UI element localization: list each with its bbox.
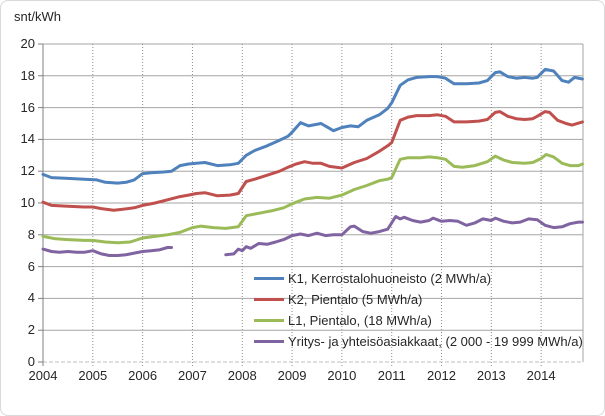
y-tick-label: 2 [27, 322, 35, 338]
y-tick-label: 6 [27, 258, 35, 274]
y-tick-label: 10 [20, 195, 35, 210]
legend-item-k2: K2, Pientalo (5 MWh/a) [254, 289, 583, 310]
series-line-k1 [41, 67, 584, 185]
x-tick-label: 2010 [327, 368, 357, 383]
series-line-l1 [41, 153, 584, 245]
legend-item-yritys: Yritys- ja yhteisöasiakkaat, (2 000 - 19… [254, 331, 583, 352]
series-line-yritys [224, 215, 584, 257]
x-tick-label: 2013 [476, 368, 506, 383]
y-tick-label: 8 [27, 226, 35, 242]
y-tick-label: 20 [20, 36, 35, 51]
x-tick-label: 2004 [28, 368, 58, 383]
x-tick-label: 2005 [78, 368, 108, 383]
series-line-k2 [41, 110, 584, 212]
y-tick-label: 0 [27, 354, 35, 369]
x-tick-label: 2009 [277, 368, 307, 383]
y-tick-label: 14 [20, 131, 35, 147]
x-tick-label: 2008 [227, 368, 257, 383]
legend-item-k1: K1, Kerrostalohuoneisto (2 MWh/a) [254, 268, 583, 289]
x-tick-label: 2014 [526, 368, 556, 383]
y-tick-label: 12 [20, 163, 35, 179]
legend-line-swatch-k2 [254, 298, 284, 301]
legend-line-swatch-k1 [254, 277, 284, 280]
legend-line-swatch-yritys [254, 340, 284, 343]
legend-label: K2, Pientalo (5 MWh/a) [288, 292, 423, 307]
x-tick-label: 2012 [427, 368, 456, 383]
y-tick-label: 18 [20, 67, 35, 83]
y-axis-unit-label: snt/kWh [14, 9, 61, 24]
legend-line-swatch-l1 [254, 319, 284, 322]
legend-item-l1: L1, Pientalo, (18 MWh/a) [254, 310, 583, 331]
y-tick-label: 16 [20, 99, 35, 115]
legend-label: L1, Pientalo, (18 MWh/a) [288, 313, 432, 328]
x-tick-label: 2007 [177, 368, 207, 383]
legend-label: Yritys- ja yhteisöasiakkaat, (2 000 - 19… [288, 334, 583, 349]
legend: K1, Kerrostalohuoneisto (2 MWh/a) K2, Pie… [254, 268, 583, 352]
x-tick-label: 2006 [128, 368, 158, 383]
y-tick-label: 4 [27, 290, 35, 306]
x-tick-label: 2011 [377, 368, 406, 383]
series-line-yritys [41, 246, 173, 257]
legend-label: K1, Kerrostalohuoneisto (2 MWh/a) [288, 271, 492, 286]
